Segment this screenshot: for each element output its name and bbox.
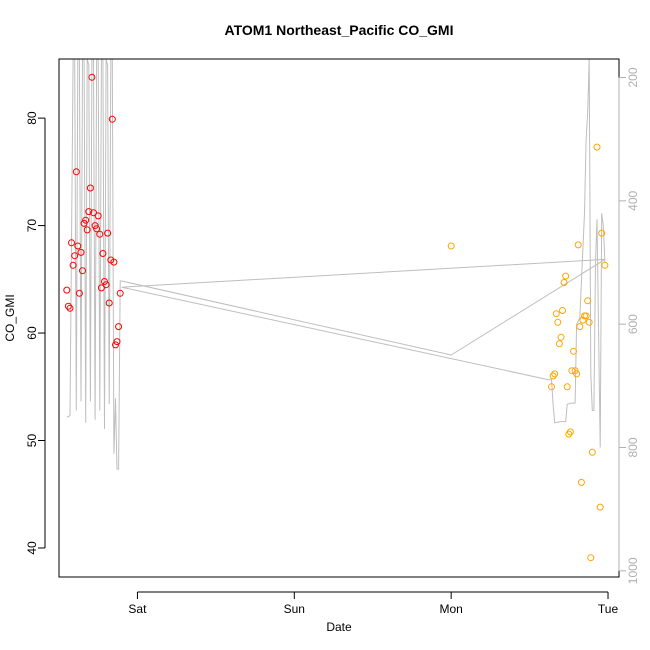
data-point-s1-4	[552, 310, 560, 318]
data-point-s1-1	[548, 383, 555, 391]
data-point-s1-30	[598, 229, 606, 237]
y2-tick-label: 200	[626, 67, 640, 87]
data-point-s1-15	[570, 347, 577, 355]
y-tick-label: 60	[25, 326, 39, 340]
x-tick-label: Sun	[284, 602, 305, 616]
data-point-s0-17	[90, 209, 97, 217]
x-axis-label: Date	[326, 620, 352, 634]
y-tick-label: 50	[25, 434, 39, 448]
data-point-s1-0	[447, 242, 455, 250]
data-point-s1-25	[585, 318, 593, 326]
data-point-s1-20	[577, 478, 585, 486]
x-tick-label: Sat	[128, 602, 147, 616]
data-point-s1-24	[584, 297, 592, 305]
data-point-s0-9	[77, 248, 85, 256]
data-point-s1-9	[560, 279, 568, 286]
x-tick-label: Tue	[598, 602, 619, 616]
data-point-s1-2	[549, 372, 557, 380]
data-point-s1-17	[573, 370, 581, 378]
pressure-layer	[66, 58, 606, 470]
data-point-s1-23	[582, 312, 590, 320]
data-point-s0-7	[74, 242, 82, 250]
data-point-s0-10	[79, 267, 86, 275]
data-point-s1-8	[559, 307, 566, 314]
x-tick-label: Mon	[439, 602, 462, 616]
data-point-s0-14	[85, 208, 93, 216]
data-point-s0-22	[97, 284, 105, 292]
data-point-s0-34	[116, 289, 124, 297]
data-point-s0-32	[113, 338, 121, 346]
data-point-s0-15	[86, 184, 94, 192]
data-point-s0-27	[105, 299, 113, 307]
y-axis-label: CO_GMI	[3, 294, 17, 341]
data-point-s1-27	[588, 448, 596, 456]
data-point-s1-28	[593, 143, 601, 151]
data-point-s0-29	[108, 115, 116, 123]
data-point-s0-26	[104, 229, 112, 237]
y-tick-label: 40	[25, 541, 39, 555]
data-point-s0-21	[96, 230, 104, 238]
data-point-s0-19	[93, 225, 101, 233]
data-point-s0-4	[69, 261, 77, 269]
y-axis: 40 50 60 70 80	[25, 111, 46, 555]
data-point-s0-5	[71, 252, 79, 260]
data-point-s0-0	[63, 286, 71, 294]
data-point-s0-6	[72, 168, 80, 176]
plot-frame	[58, 58, 620, 578]
data-point-s0-3	[68, 239, 75, 247]
data-point-s0-16	[88, 73, 96, 81]
data-point-s1-13	[566, 428, 574, 436]
y2-tick-label: 800	[626, 437, 640, 457]
chart-title: ATOM1 Northeast_Pacific CO_GMI	[225, 22, 454, 38]
data-point-s1-16	[571, 367, 579, 375]
data-point-s0-2	[66, 304, 74, 312]
data-point-s1-26	[587, 554, 595, 562]
data-point-s0-1	[64, 302, 72, 310]
y2-axis-pressure: 200 400 600 800 1000	[618, 67, 640, 584]
data-point-s1-3	[551, 370, 559, 378]
data-point-s0-25	[102, 281, 110, 289]
data-point-s0-12	[82, 216, 90, 224]
data-point-s1-11	[563, 383, 571, 391]
y-tick-label: 70	[25, 219, 39, 233]
y2-tick-label: 600	[626, 314, 640, 334]
pressure-series-line	[66, 58, 606, 470]
data-point-s0-30	[110, 258, 118, 266]
data-point-s0-13	[83, 226, 91, 234]
data-point-s1-14	[568, 367, 576, 375]
x-axis: Sat Sun Mon Tue	[128, 591, 619, 616]
data-point-s0-23	[99, 250, 107, 257]
y2-tick-label: 400	[626, 191, 640, 211]
data-point-s1-19	[576, 323, 584, 331]
data-point-s1-6	[555, 340, 563, 348]
y-tick-label: 80	[25, 111, 39, 125]
data-point-s1-18	[574, 241, 582, 249]
data-point-s1-29	[596, 503, 604, 511]
data-point-s0-8	[75, 289, 83, 297]
y2-tick-label: 1000	[626, 557, 640, 584]
data-point-s1-10	[562, 272, 570, 280]
data-point-s1-12	[565, 430, 573, 438]
data-point-s1-5	[554, 318, 562, 326]
data-point-s0-31	[112, 341, 119, 349]
data-point-s0-33	[115, 323, 123, 331]
data-point-s0-18	[91, 222, 99, 230]
data-point-s1-31	[601, 261, 609, 269]
points-layer	[63, 73, 609, 562]
data-point-s0-20	[94, 212, 102, 220]
data-point-s1-7	[557, 333, 565, 341]
